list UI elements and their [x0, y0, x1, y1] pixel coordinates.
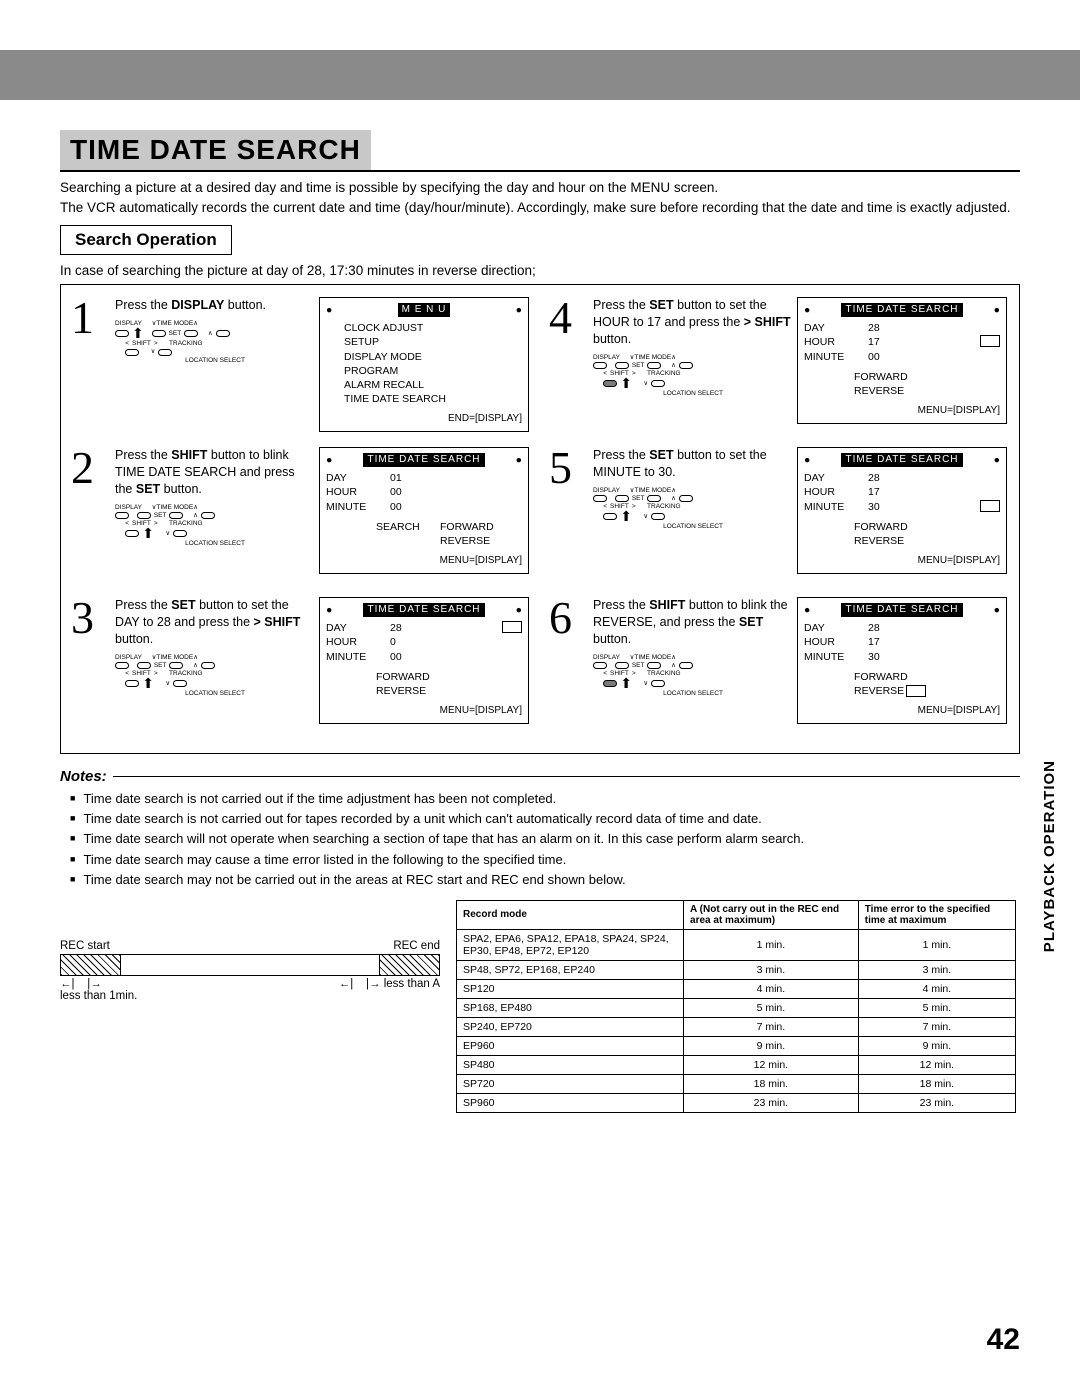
step-text: Press the SET button to set the MINUTE t…	[593, 447, 793, 481]
example-text: In case of searching the picture at day …	[60, 263, 1020, 278]
screen-tds: ●TIME DATE SEARCH● DAY28 HOUR17 MINUTE30…	[797, 597, 1007, 724]
rec-diagram: REC start REC end ←| |→ ←| |→ less than …	[60, 940, 440, 1002]
step-number: 6	[549, 597, 589, 638]
note-item: Time date search will not operate when s…	[70, 829, 1020, 849]
step-number: 5	[549, 447, 589, 488]
screen-tds: ●TIME DATE SEARCH● DAY28 HOUR17 MINUTE30…	[797, 447, 1007, 574]
side-tab: PLAYBACK OPERATION	[1042, 760, 1059, 952]
table-row: SPA2, EPA6, SPA12, EPA18, SPA24, SP24, E…	[457, 929, 1016, 960]
remote-diagram: DISPLAY ∨TIME MODE∧ SET ∧ < SHIFT > TRAC…	[593, 487, 793, 531]
step-4: 4 Press the SET button to set the HOUR t…	[549, 293, 1009, 441]
steps-box: 1 Press the DISPLAY button. DISPLAY ∨TIM…	[60, 284, 1020, 754]
screen-menu: ●M E N U● CLOCK ADJUSTSETUPDISPLAY MODEP…	[319, 297, 529, 432]
notes-heading: Notes:	[60, 768, 1020, 785]
table-row: SP72018 min.18 min.	[457, 1074, 1016, 1093]
step-text: Press the SHIFT button to blink the REVE…	[593, 597, 793, 648]
remote-diagram: DISPLAY ∨TIME MODE∧ SET ∧ < SHIFT > TRAC…	[593, 354, 793, 398]
step-1: 1 Press the DISPLAY button. DISPLAY ∨TIM…	[71, 293, 531, 441]
remote-diagram: DISPLAY ∨TIME MODE∧ ⬆ SET ∧ < SHIFT > TR…	[115, 320, 315, 364]
subheading: Search Operation	[60, 225, 232, 255]
page-number: 42	[987, 1323, 1020, 1357]
table-header: Record mode	[457, 900, 684, 929]
step-3: 3 Press the SET button to set the DAY to…	[71, 593, 531, 741]
hatch-right	[379, 955, 439, 975]
step-number: 3	[71, 597, 111, 638]
remote-diagram: DISPLAY ∨TIME MODE∧ SET ∧ < SHIFT > TRAC…	[593, 654, 793, 698]
table-row: SP240, EP7207 min.7 min.	[457, 1017, 1016, 1036]
remote-diagram: DISPLAY ∨TIME MODE∧ SET ∧ < SHIFT > TRAC…	[115, 504, 315, 548]
screen-tds: ●TIME DATE SEARCH● DAY01 HOUR00 MINUTE00…	[319, 447, 529, 574]
notes-list: Time date search is not carried out if t…	[70, 789, 1020, 890]
step-text: Press the SET button to set the DAY to 2…	[115, 597, 315, 648]
remote-diagram: DISPLAY ∨TIME MODE∧ SET ∧ < SHIFT > TRAC…	[115, 654, 315, 698]
table-row: SP1204 min.4 min.	[457, 979, 1016, 998]
rec-end-label: REC end	[393, 940, 440, 952]
less-than-1min: less than 1min.	[60, 990, 440, 1002]
table-row: SP48, SP72, EP168, EP2403 min.3 min.	[457, 960, 1016, 979]
table-header: A (Not carry out in the REC end area at …	[684, 900, 859, 929]
note-item: Time date search is not carried out for …	[70, 809, 1020, 829]
rec-start-label: REC start	[60, 940, 110, 952]
table-row: SP96023 min.23 min.	[457, 1093, 1016, 1112]
screen-tds: ●TIME DATE SEARCH● DAY28 HOUR17 MINUTE00…	[797, 297, 1007, 424]
step-number: 2	[71, 447, 111, 488]
step-text: Press the SET button to set the HOUR to …	[593, 297, 793, 348]
manual-page: TIME DATE SEARCH Searching a picture at …	[0, 0, 1080, 1397]
step-number: 4	[549, 297, 589, 338]
screen-tds: ●TIME DATE SEARCH● DAY28 HOUR0 MINUTE00 …	[319, 597, 529, 724]
step-number: 1	[71, 297, 111, 338]
bottom-row: REC start REC end ←| |→ ←| |→ less than …	[60, 900, 1020, 1113]
note-item: Time date search may not be carried out …	[70, 870, 1020, 890]
note-item: Time date search is not carried out if t…	[70, 789, 1020, 809]
step-5: 5 Press the SET button to set the MINUTE…	[549, 443, 1009, 591]
table-row: SP48012 min.12 min.	[457, 1055, 1016, 1074]
step-2: 2 Press the SHIFT button to blink TIME D…	[71, 443, 531, 591]
step-6: 6 Press the SHIFT button to blink the RE…	[549, 593, 1009, 741]
intro-text: Searching a picture at a desired day and…	[60, 178, 1020, 217]
header-bar	[0, 50, 1080, 100]
section-title: TIME DATE SEARCH	[60, 130, 371, 170]
note-item: Time date search may cause a time error …	[70, 850, 1020, 870]
less-than-a: less than A	[384, 978, 440, 990]
hatch-left	[61, 955, 121, 975]
step-text: Press the DISPLAY button.	[115, 297, 315, 314]
section-title-block: TIME DATE SEARCH	[60, 130, 1020, 172]
step-text: Press the SHIFT button to blink TIME DAT…	[115, 447, 315, 498]
table-row: EP9609 min.9 min.	[457, 1036, 1016, 1055]
table-row: SP168, EP4805 min.5 min.	[457, 998, 1016, 1017]
error-table: Record modeA (Not carry out in the REC e…	[456, 900, 1016, 1113]
table-header: Time error to the specified time at maxi…	[858, 900, 1015, 929]
